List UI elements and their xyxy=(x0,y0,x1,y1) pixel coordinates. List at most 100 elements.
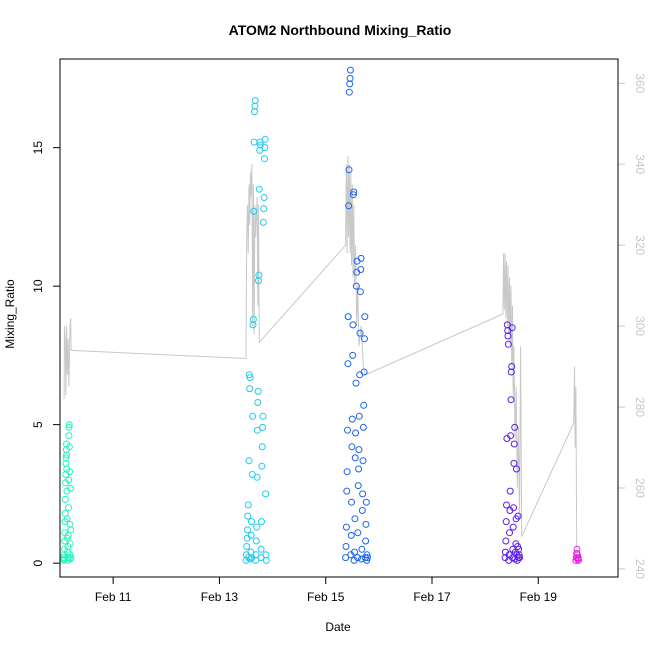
y-axis-label: Mixing_Ratio xyxy=(3,279,17,349)
data-point xyxy=(253,523,261,531)
data-point xyxy=(362,520,370,528)
data-point xyxy=(507,432,515,440)
x-tick-label: Feb 11 xyxy=(95,590,132,604)
data-point xyxy=(359,423,367,431)
data-point xyxy=(243,543,251,550)
data-point xyxy=(261,144,269,152)
data-point xyxy=(504,332,512,340)
x-tick-label: Feb 13 xyxy=(201,590,239,604)
data-point xyxy=(261,155,268,163)
data-point xyxy=(262,556,270,564)
data-point xyxy=(506,487,514,495)
data-point xyxy=(351,548,358,556)
y2-tick-label: 280 xyxy=(633,397,647,417)
plot-frame xyxy=(59,58,619,578)
data-point xyxy=(352,429,360,437)
data-point xyxy=(358,507,366,514)
data-point xyxy=(363,551,371,559)
data-point xyxy=(257,545,265,553)
data-point xyxy=(349,191,357,199)
data-point xyxy=(345,202,353,210)
data-point xyxy=(255,271,263,279)
data-point xyxy=(344,360,352,368)
data-point xyxy=(352,282,360,290)
data-point xyxy=(502,518,510,526)
data-point xyxy=(511,423,519,431)
data-point xyxy=(246,555,254,563)
data-point xyxy=(363,554,371,562)
data-point xyxy=(358,545,366,553)
data-point xyxy=(348,498,355,506)
data-point xyxy=(347,531,355,539)
data-point xyxy=(354,554,361,562)
data-point xyxy=(348,415,356,423)
data-point xyxy=(67,484,74,492)
data-point xyxy=(345,166,353,174)
data-point xyxy=(348,443,356,451)
data-point xyxy=(575,556,582,564)
data-point xyxy=(251,97,259,105)
y2-tick-label: 340 xyxy=(633,154,647,174)
data-point xyxy=(346,74,354,82)
data-point xyxy=(351,454,359,462)
data-point xyxy=(248,518,255,526)
data-point xyxy=(342,523,350,531)
data-point xyxy=(245,457,253,465)
data-point xyxy=(65,423,73,431)
data-point xyxy=(61,495,69,503)
data-point xyxy=(343,468,351,476)
data-point xyxy=(247,531,255,539)
data-point xyxy=(359,457,367,465)
data-point xyxy=(344,313,352,321)
data-point xyxy=(361,335,368,343)
y2-tick-label: 360 xyxy=(633,73,647,93)
data-point xyxy=(345,88,353,96)
data-point xyxy=(360,368,368,376)
data-point xyxy=(349,321,357,329)
data-point xyxy=(357,254,365,262)
data-point xyxy=(354,482,362,490)
data-point xyxy=(65,421,73,429)
x-tick-label: Feb 15 xyxy=(307,590,345,604)
data-point xyxy=(66,540,74,548)
data-point xyxy=(342,543,350,550)
data-point xyxy=(62,454,70,462)
data-point xyxy=(508,363,516,370)
data-point xyxy=(259,218,267,226)
data-point xyxy=(63,451,71,459)
axes-layer: Feb 11 Feb 13 Feb 15 Feb 17 Feb 19 0 5 10 15 240 2… xyxy=(31,73,647,604)
data-point xyxy=(357,266,365,273)
data-point xyxy=(254,387,262,395)
y2-tick-label: 240 xyxy=(633,559,647,579)
data-point xyxy=(259,412,267,420)
chart-title: ATOM2 Northbound Mixing_Ratio xyxy=(229,22,452,38)
data-point xyxy=(258,518,265,526)
data-point xyxy=(244,526,251,534)
data-point xyxy=(355,465,363,473)
data-point xyxy=(513,465,520,473)
data-point xyxy=(244,512,252,520)
data-point xyxy=(253,473,261,481)
data-point xyxy=(262,490,270,498)
y-tick-label: 10 xyxy=(31,279,45,293)
secondary-line-layer xyxy=(63,156,578,549)
data-point xyxy=(503,501,510,509)
data-point xyxy=(510,459,518,467)
data-point xyxy=(354,529,362,537)
data-point xyxy=(344,426,351,434)
data-point xyxy=(65,443,73,451)
data-point xyxy=(504,340,512,348)
data-point xyxy=(350,188,358,196)
data-point xyxy=(66,468,74,476)
data-point xyxy=(254,399,262,406)
data-point xyxy=(246,385,254,393)
data-point xyxy=(246,374,254,382)
data-point xyxy=(261,135,269,143)
data-point xyxy=(506,529,513,537)
data-point xyxy=(502,537,510,545)
data-point xyxy=(355,412,363,420)
y2-tick-label: 300 xyxy=(633,316,647,336)
data-point xyxy=(67,526,75,534)
data-point xyxy=(507,396,515,404)
data-point xyxy=(245,371,253,379)
